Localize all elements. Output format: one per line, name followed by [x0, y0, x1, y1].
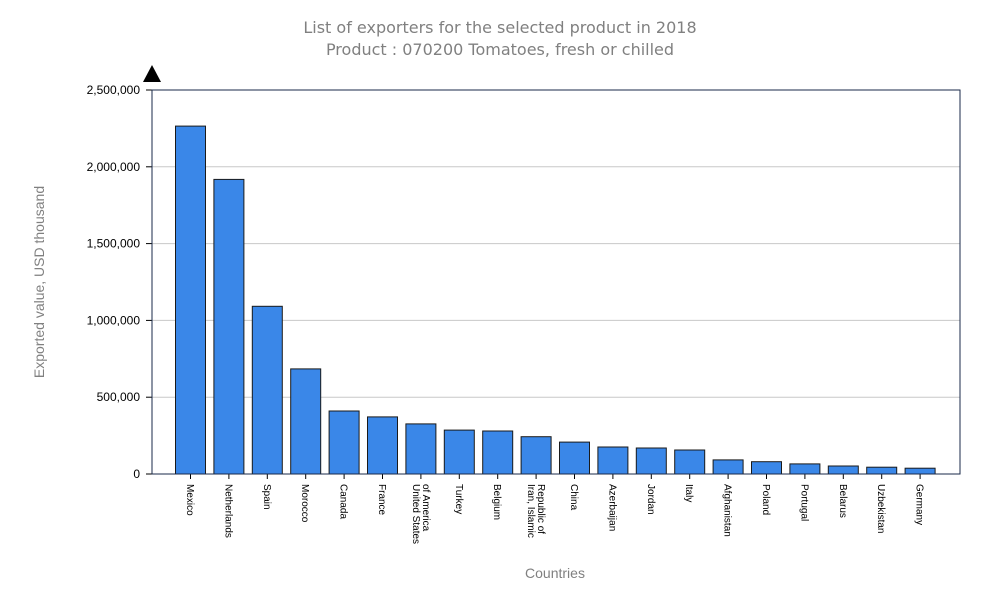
x-axis-label: Countries	[525, 565, 585, 581]
bar	[405, 423, 437, 475]
x-tick-label: Germany	[914, 484, 925, 525]
bar	[367, 416, 398, 475]
chart-subtitle: Product : 070200 Tomatoes, fresh or chil…	[325, 40, 675, 59]
bar	[751, 461, 782, 475]
x-axis-ticks: Mexico Netherlands Spain Morocco Canada Franc…	[184, 474, 925, 544]
bar	[712, 459, 744, 475]
x-tick-label: Canada	[338, 484, 349, 519]
bar	[443, 429, 475, 475]
bar	[251, 305, 283, 475]
y-tick-label: 1,000,000	[87, 313, 141, 327]
x-tick-label: Uzbekistan	[875, 484, 886, 533]
bar	[635, 447, 667, 475]
bar	[175, 125, 206, 475]
y-tick-label: 500,000	[97, 390, 141, 404]
y-tick-label: 2,500,000	[87, 83, 141, 97]
plot-frame	[151, 89, 961, 475]
x-tick-label: France	[376, 484, 387, 516]
bar	[213, 178, 245, 475]
x-tick-label: Italy	[683, 484, 694, 502]
y-tick-label: 1,500,000	[87, 237, 141, 251]
bar	[827, 465, 859, 475]
gridlines	[152, 166, 960, 398]
bar	[482, 430, 514, 475]
x-tick-label: Belarus	[837, 484, 848, 518]
bar	[520, 436, 552, 475]
y-axis-label: Exported value, USD thousand	[31, 186, 47, 378]
x-tick-label: Azerbaijan	[606, 484, 617, 531]
x-tick-label: United Statesof America	[410, 484, 431, 544]
chart-title: List of exporters for the selected produ…	[303, 18, 697, 37]
y-axis-arrow-icon	[143, 65, 161, 82]
y-axis-ticks: 0 500,000 1,000,000 1,500,000 2,000,000 2,500…	[87, 83, 152, 481]
bar	[866, 466, 898, 475]
x-tick-label: Iran, IslamicRepublic of	[525, 484, 546, 538]
bar	[904, 467, 936, 475]
bar	[290, 368, 322, 475]
x-tick-label: Turkey	[453, 484, 464, 514]
x-tick-label: China	[568, 484, 579, 511]
x-tick-label: Belgium	[491, 484, 502, 520]
y-tick-label: 2,000,000	[87, 160, 141, 174]
x-tick-label: Portugal	[798, 484, 809, 521]
bar	[674, 449, 706, 475]
x-tick-label: Afghanistan	[722, 484, 733, 537]
bar	[328, 410, 360, 475]
bars	[175, 125, 936, 475]
bar	[597, 446, 629, 475]
bar	[559, 441, 590, 475]
bar	[789, 463, 821, 475]
x-tick-label: Morocco	[299, 484, 310, 523]
x-tick-label: Jordan	[645, 484, 656, 515]
x-tick-label: Spain	[261, 484, 272, 510]
x-tick-label: Netherlands	[222, 484, 233, 538]
x-tick-label: Mexico	[184, 484, 195, 516]
y-tick-label: 0	[133, 467, 140, 481]
x-tick-label: Poland	[760, 484, 771, 515]
